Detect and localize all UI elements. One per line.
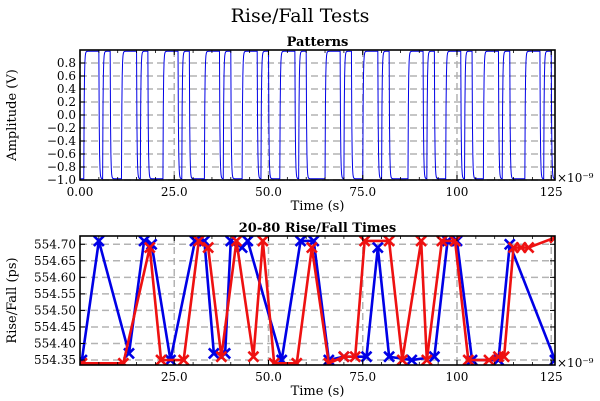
y-tick-label: 554.60 [34, 270, 76, 284]
data-point-red [268, 357, 281, 365]
x-tick-label: 50.0 [255, 185, 282, 199]
data-point-blue [383, 350, 396, 363]
data-point-blue [428, 350, 441, 363]
data-point-red [522, 241, 535, 254]
y-tick-label: −0.2 [47, 121, 76, 135]
axes-frame [79, 49, 556, 181]
data-point-red [117, 357, 130, 365]
patterns-chart: 0.80.60.40.20.0−0.2−0.4−0.6−0.8−1.00.00 2… [5, 35, 594, 214]
x-tick-label: 100 [446, 370, 469, 384]
x-tick-label: 75.0 [349, 185, 376, 199]
data-point-red [177, 354, 190, 365]
data-point-red [420, 354, 433, 365]
data-point-red [337, 350, 350, 363]
waveform-line [80, 50, 555, 180]
data-point-red [435, 236, 448, 247]
x-tick-label: 25.0 [161, 185, 188, 199]
y-tick-label: −0.8 [47, 160, 76, 174]
x-tick-label: 125 [540, 370, 563, 384]
ticks [79, 50, 555, 181]
data-point-red [215, 350, 228, 363]
data-point-red [383, 236, 396, 247]
x-tick-label: 100 [446, 185, 469, 199]
x-offset-label: ×10⁻⁹ [557, 356, 594, 370]
data-point-red [396, 354, 409, 365]
data-point-red [143, 241, 156, 254]
x-tick-label: 75.0 [349, 370, 376, 384]
x-tick-label: 0.00 [67, 185, 94, 199]
data-point-blue [371, 241, 384, 254]
y-tick-label: 554.45 [34, 320, 76, 334]
y-tick-label: 0.4 [57, 82, 76, 96]
data-point-red [256, 236, 269, 247]
data-point-red [483, 354, 495, 365]
x-axis-label: Time (s) [291, 384, 345, 399]
axes-title: 20-80 Rise/Fall Times [239, 221, 397, 236]
x-tick-label: 50.0 [255, 370, 282, 384]
data-point-red [415, 236, 428, 247]
data-point-red [358, 236, 371, 247]
y-tick-label: 0.0 [57, 108, 76, 122]
y-tick-label: 0.6 [57, 69, 76, 83]
series-group [80, 236, 555, 365]
data-point-red [230, 236, 243, 247]
data-point-red [202, 241, 215, 254]
y-tick-label: −0.6 [47, 147, 76, 161]
data-point-red [247, 350, 260, 363]
axes-title: Patterns [287, 35, 349, 50]
y-tick-label: −1.0 [47, 173, 76, 187]
y-tick-label: 554.65 [34, 254, 76, 268]
y-tick-label: −0.4 [47, 134, 77, 148]
x-tick-label: 25.0 [161, 370, 188, 384]
x-offset-label: ×10⁻⁹ [557, 171, 594, 185]
data-point-red [498, 350, 511, 363]
data-point-blue [405, 354, 418, 365]
data-point-blue [241, 236, 254, 247]
data-point-blue [92, 236, 105, 247]
y-tick-label: 554.40 [34, 337, 76, 351]
series-group [80, 50, 555, 180]
y-axis-label: Amplitude (V) [5, 69, 20, 162]
data-point-red [462, 354, 475, 365]
y-tick-label: 554.35 [34, 353, 76, 367]
data-point-red [155, 354, 167, 365]
data-point-red [290, 357, 303, 365]
data-point-red [322, 357, 335, 365]
data-point-red [349, 350, 362, 363]
rise-fall-chart: 554.70 554.65 554.60 554.55 554.50 554.45 554.… [5, 221, 594, 399]
data-point-red [449, 236, 462, 247]
figure-title: Rise/Fall Tests [231, 5, 370, 27]
y-tick-label: 0.2 [57, 95, 76, 109]
axes-frame [79, 235, 556, 366]
y-tick-label: 554.50 [34, 303, 76, 317]
y-tick-label: 554.55 [34, 287, 76, 301]
data-point-red [192, 236, 205, 247]
x-tick-label: 125 [540, 185, 563, 199]
data-point-blue [294, 236, 307, 247]
data-point-red [305, 241, 318, 254]
x-axis-label: Time (s) [291, 199, 345, 214]
y-axis-label: Rise/Fall (ps) [5, 257, 20, 343]
y-tick-label: 554.70 [34, 237, 76, 251]
data-point-blue [207, 347, 220, 360]
y-tick-label: 0.8 [57, 56, 76, 70]
data-point-red [80, 357, 88, 365]
